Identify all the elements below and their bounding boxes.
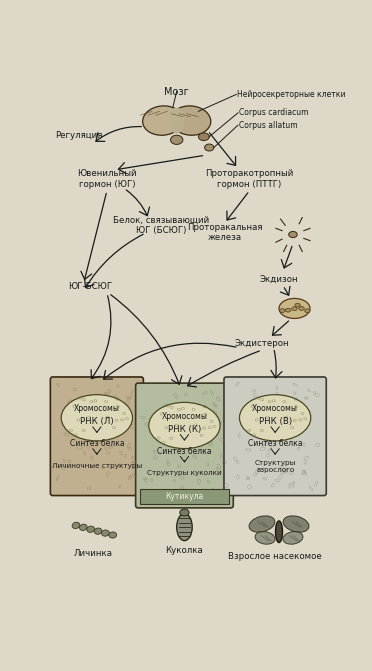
Ellipse shape [255, 531, 275, 544]
Text: ЮГ-БСЮГ: ЮГ-БСЮГ [68, 282, 112, 291]
Ellipse shape [170, 106, 211, 136]
Ellipse shape [169, 107, 185, 134]
Ellipse shape [80, 524, 87, 531]
Ellipse shape [280, 309, 285, 313]
Text: Синтез белка: Синтез белка [248, 440, 302, 448]
Text: Личиночные структуры: Личиночные структуры [52, 462, 142, 468]
Ellipse shape [305, 309, 310, 313]
Ellipse shape [240, 395, 311, 441]
Ellipse shape [87, 526, 94, 532]
Ellipse shape [72, 522, 80, 529]
Ellipse shape [205, 144, 214, 151]
Ellipse shape [180, 509, 189, 516]
Text: Взрослое насекомое: Взрослое насекомое [228, 552, 322, 561]
Text: Хромосомы: Хромосомы [252, 404, 298, 413]
Text: Куколка: Куколка [166, 546, 203, 556]
Text: Синтез белка: Синтез белка [70, 440, 124, 448]
Ellipse shape [299, 307, 304, 311]
Text: Синтез белка: Синтез белка [157, 447, 212, 456]
Ellipse shape [292, 307, 297, 311]
Text: Хромосомы: Хромосомы [161, 412, 207, 421]
Ellipse shape [94, 528, 102, 534]
Text: Структуры куколки: Структуры куколки [147, 470, 222, 476]
FancyBboxPatch shape [224, 377, 326, 496]
Ellipse shape [198, 133, 209, 141]
Ellipse shape [61, 395, 132, 441]
Text: Нейросекреторные клетки: Нейросекреторные клетки [237, 90, 346, 99]
Text: Регуляция: Регуляция [55, 132, 103, 140]
Text: Хромосомы: Хромосомы [74, 404, 120, 413]
Text: РНК (К): РНК (К) [168, 425, 201, 434]
Ellipse shape [109, 532, 117, 538]
FancyBboxPatch shape [136, 383, 233, 508]
Ellipse shape [289, 231, 297, 238]
FancyBboxPatch shape [50, 377, 143, 496]
Text: Личинка: Личинка [74, 549, 112, 558]
Ellipse shape [170, 135, 183, 144]
Text: Белок, связывающий
ЮГ (БСЮГ): Белок, связывающий ЮГ (БСЮГ) [113, 215, 209, 235]
Ellipse shape [142, 106, 183, 136]
Ellipse shape [295, 303, 300, 307]
Text: РНК (В): РНК (В) [259, 417, 292, 426]
Ellipse shape [149, 403, 220, 449]
Text: Экдистерон: Экдистерон [235, 340, 289, 348]
Ellipse shape [279, 299, 310, 319]
Text: Ювенильный
гормон (ЮГ): Ювенильный гормон (ЮГ) [77, 169, 137, 189]
Text: Проторакальная
железа: Проторакальная железа [187, 223, 263, 242]
Text: Corpus cardiacum: Corpus cardiacum [239, 108, 308, 117]
Text: Экдизон: Экдизон [260, 274, 298, 284]
Ellipse shape [177, 513, 192, 541]
FancyBboxPatch shape [140, 488, 229, 504]
Ellipse shape [249, 516, 275, 532]
Text: Кутикула: Кутикула [165, 492, 203, 501]
Ellipse shape [285, 308, 291, 312]
Text: Структуры
взрослого: Структуры взрослого [254, 460, 296, 473]
Text: Проторакотропный
гормон (ПТТГ): Проторакотропный гормон (ПТТГ) [205, 169, 294, 189]
Ellipse shape [283, 531, 303, 544]
Text: Corpus allatum: Corpus allatum [239, 121, 297, 130]
Ellipse shape [102, 530, 109, 536]
Text: РНК (Л): РНК (Л) [80, 417, 114, 426]
Ellipse shape [276, 521, 282, 543]
Text: Мозг: Мозг [164, 87, 189, 97]
Ellipse shape [283, 516, 309, 532]
